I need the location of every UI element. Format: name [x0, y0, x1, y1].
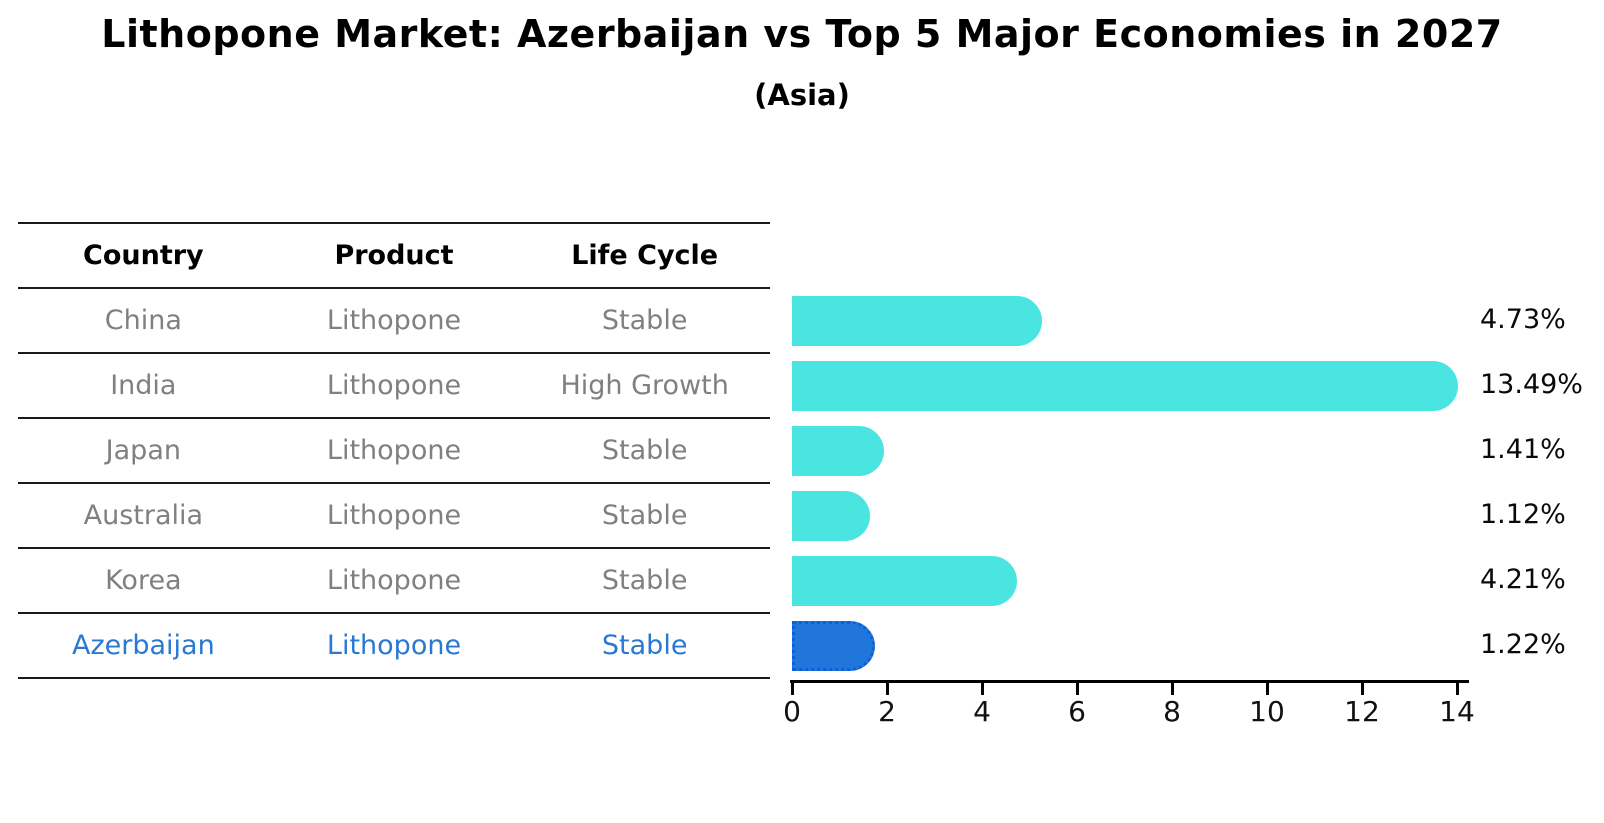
- value-label-japan: 1.41%: [1480, 434, 1566, 465]
- cell-life-cycle: Stable: [601, 565, 688, 596]
- x-tick-label: 12: [1344, 695, 1380, 728]
- x-tick: [1361, 683, 1364, 695]
- cell-product: Lithopone: [326, 370, 462, 401]
- value-label-korea: 4.21%: [1480, 564, 1566, 595]
- cell-product: Lithopone: [326, 305, 462, 336]
- x-tick: [1171, 683, 1174, 695]
- bar-australia: [792, 491, 870, 541]
- x-tick-label: 4: [973, 695, 991, 728]
- value-label-azerbaijan: 1.22%: [1480, 629, 1566, 660]
- x-tick-label: 6: [1068, 695, 1086, 728]
- table-row-japan: Japan Lithopone Stable: [18, 419, 770, 482]
- x-tick: [1456, 683, 1459, 695]
- cell-product: Lithopone: [326, 565, 462, 596]
- cell-product: Lithopone: [326, 435, 462, 466]
- bar-japan: [792, 426, 884, 476]
- chart-title: Lithopone Market: Azerbaijan vs Top 5 Ma…: [101, 12, 1503, 56]
- cell-country: Japan: [105, 435, 181, 466]
- x-tick: [791, 683, 794, 695]
- cell-product: Lithopone: [326, 630, 462, 661]
- table-row-australia: Australia Lithopone Stable: [18, 484, 770, 547]
- table-header-product: Product: [334, 240, 454, 271]
- bar-korea: [792, 556, 1017, 606]
- cell-life-cycle: Stable: [601, 435, 688, 466]
- table-row-korea: Korea Lithopone Stable: [18, 549, 770, 612]
- table-rule: [18, 677, 770, 679]
- cell-country: Azerbaijan: [71, 630, 215, 661]
- table-rule: [18, 222, 770, 224]
- cell-country: Korea: [105, 565, 182, 596]
- x-tick: [1266, 683, 1269, 695]
- table-rule: [18, 417, 770, 419]
- cell-life-cycle: Stable: [601, 500, 688, 531]
- table-header-row: Country Product Life Cycle: [18, 224, 770, 287]
- table-row-china: China Lithopone Stable: [18, 289, 770, 352]
- cell-product: Lithopone: [326, 500, 462, 531]
- cell-country: Australia: [83, 500, 204, 531]
- table-row-india: India Lithopone High Growth: [18, 354, 770, 417]
- cell-life-cycle: High Growth: [560, 370, 729, 401]
- table-rule: [18, 547, 770, 549]
- x-tick: [886, 683, 889, 695]
- value-label-australia: 1.12%: [1480, 499, 1566, 530]
- table-header-country: Country: [83, 240, 204, 271]
- x-tick-label: 2: [878, 695, 896, 728]
- x-tick-label: 0: [783, 695, 801, 728]
- chart-subtitle: (Asia): [754, 78, 850, 112]
- x-tick: [1076, 683, 1079, 695]
- bar-azerbaijan: [792, 621, 875, 671]
- cell-country: China: [104, 305, 182, 336]
- table-rule: [18, 287, 770, 289]
- value-label-india: 13.49%: [1480, 369, 1583, 400]
- x-tick-label: 14: [1439, 695, 1475, 728]
- cell-country: India: [110, 370, 177, 401]
- bar-india: [792, 361, 1458, 411]
- table-rule: [18, 482, 770, 484]
- x-tick-label: 10: [1249, 695, 1285, 728]
- table-row-azerbaijan: Azerbaijan Lithopone Stable: [18, 614, 770, 677]
- bar-china: [792, 296, 1042, 346]
- table-rule: [18, 352, 770, 354]
- cell-life-cycle: Stable: [601, 630, 688, 661]
- value-label-china: 4.73%: [1480, 304, 1566, 335]
- table-header-life-cycle: Life Cycle: [571, 240, 719, 271]
- x-axis: [790, 680, 1469, 683]
- cell-life-cycle: Stable: [601, 305, 688, 336]
- x-tick-label: 8: [1163, 695, 1181, 728]
- x-tick: [981, 683, 984, 695]
- table-rule: [18, 612, 770, 614]
